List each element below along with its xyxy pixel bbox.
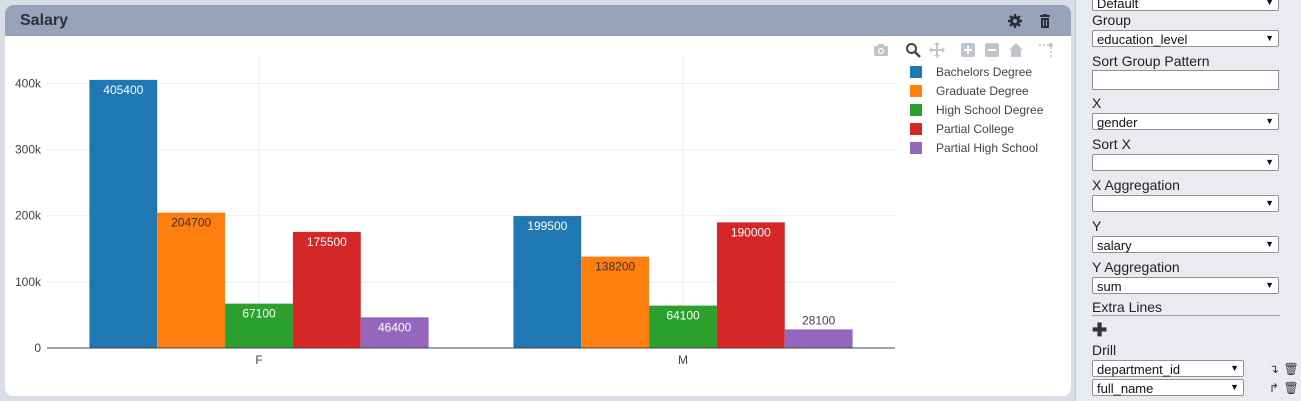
data-labels: 405400 199500 204700 138200 67100 64100 175500… [103,83,835,334]
drill-select-2[interactable]: full_name ▼ [1092,379,1244,396]
zoom-out-icon[interactable] [984,42,1000,58]
bar[interactable] [292,231,361,348]
x-tick-label: M [678,353,688,367]
data-label: 46400 [378,320,412,334]
legend-label[interactable]: High School Degree [936,103,1044,117]
bar[interactable] [716,222,785,348]
y-label: Y [1092,218,1102,234]
x-tick-label: F [255,353,262,367]
drill-item-2-actions: ↱ 🗑 [1269,379,1299,395]
bars [89,79,853,348]
drill-select-1[interactable]: department_id ▼ [1092,360,1244,377]
chevron-down-icon: ▼ [1265,280,1274,290]
y-tick-label: 300k [15,143,42,157]
sort-x-label: Sort X [1092,136,1131,152]
y-tick-label: 0 [34,341,41,355]
panel-title: Salary [20,12,69,29]
group-select-value: education_level [1097,32,1188,47]
chevron-down-icon: ▼ [1230,363,1239,373]
chevron-down-icon: ▼ [1230,382,1239,392]
sort-group-input[interactable] [1092,70,1279,90]
panel-header: Salary [5,5,1071,36]
bar[interactable] [157,212,226,348]
data-label: 28100 [802,313,836,327]
zoom-icon[interactable] [905,42,921,58]
x-aggregation-label: X Aggregation [1092,177,1180,193]
legend-swatch[interactable] [910,123,922,135]
drill-select-2-value: full_name [1097,381,1154,396]
legend-swatch[interactable] [910,104,922,116]
bar-chart: 405400 199500 204700 138200 67100 64100 175500… [15,57,1044,367]
chart-panel: Salary 405400 199500 204700 138200 67100 6 [5,5,1071,396]
data-label: 190000 [731,225,771,239]
top-select-value: Default [1097,0,1139,11]
legend-label[interactable]: Partial College [936,122,1014,136]
home-icon[interactable] [1008,42,1024,58]
drill-select-1-value: department_id [1097,362,1181,377]
bar[interactable] [784,329,853,348]
y-tick-label: 100k [15,275,42,289]
legend-label[interactable]: Bachelors Degree [936,65,1032,79]
bar[interactable] [360,317,429,348]
chevron-down-icon: ▼ [1265,0,1274,7]
camera-icon[interactable] [873,42,889,58]
y-select[interactable]: salary ▼ [1092,236,1279,253]
chevron-down-icon: ▼ [1265,239,1274,249]
extra-lines-label: Extra Lines [1092,299,1163,315]
bar[interactable] [89,79,158,348]
sort-group-label: Sort Group Pattern [1092,53,1210,69]
bar[interactable] [581,256,650,348]
trash-icon[interactable]: 🗑 [1283,362,1299,376]
bar[interactable] [225,303,293,348]
chevron-down-icon: ▼ [1265,198,1274,208]
top-select[interactable]: Default ▼ [1092,0,1279,11]
y-tick-label: 400k [15,76,42,90]
sort-x-select[interactable]: ▼ [1092,154,1279,171]
data-label: 138200 [595,260,635,274]
axes: 0 100k 200k 300k 400k F M [15,76,895,367]
gear-icon[interactable] [1007,13,1023,29]
legend-swatch[interactable] [910,142,922,154]
data-label: 67100 [242,307,276,321]
config-sidebar: Default ▼ Group education_level ▼ Sort G… [1075,0,1301,401]
move-down-icon[interactable]: ↴ [1269,362,1280,376]
trash-icon[interactable]: 🗑 [1283,381,1299,395]
drill-label: Drill [1092,342,1117,358]
drill-item-1-actions: ↴ 🗑 [1269,360,1299,376]
bar[interactable] [513,216,582,348]
add-line-icon[interactable]: ✚ [1092,320,1108,340]
legend-swatch[interactable] [910,66,922,78]
legend[interactable]: Bachelors Degree Graduate Degree High Scho… [910,65,1044,155]
legend-swatch[interactable] [910,85,922,97]
legend-label[interactable]: Partial High School [936,141,1038,155]
data-label: 64100 [666,309,700,323]
spike-lines-icon[interactable] [1038,42,1054,58]
trash-icon[interactable] [1037,13,1053,29]
data-label: 405400 [103,83,143,97]
group-label: Group [1092,12,1131,28]
data-label: 204700 [171,216,211,230]
y-aggregation-label: Y Aggregation [1092,259,1180,275]
data-label: 175500 [307,235,347,249]
divider [1092,315,1280,316]
y-select-value: salary [1097,238,1132,253]
group-select[interactable]: education_level ▼ [1092,30,1279,47]
x-select-value: gender [1097,115,1138,130]
pan-icon[interactable] [929,42,945,58]
zoom-in-icon[interactable] [960,42,976,58]
bar[interactable] [649,305,717,348]
y-aggregation-select[interactable]: sum ▼ [1092,277,1279,294]
y-aggregation-select-value: sum [1097,279,1122,294]
x-aggregation-select[interactable]: ▼ [1092,195,1279,212]
move-up-icon[interactable]: ↱ [1269,381,1280,395]
chevron-down-icon: ▼ [1265,157,1274,167]
x-select[interactable]: gender ▼ [1092,113,1279,130]
chevron-down-icon: ▼ [1265,116,1274,126]
data-label: 199500 [527,219,567,233]
y-tick-label: 200k [15,209,42,223]
legend-label[interactable]: Graduate Degree [936,84,1029,98]
chevron-down-icon: ▼ [1265,33,1274,43]
x-label: X [1092,95,1102,111]
